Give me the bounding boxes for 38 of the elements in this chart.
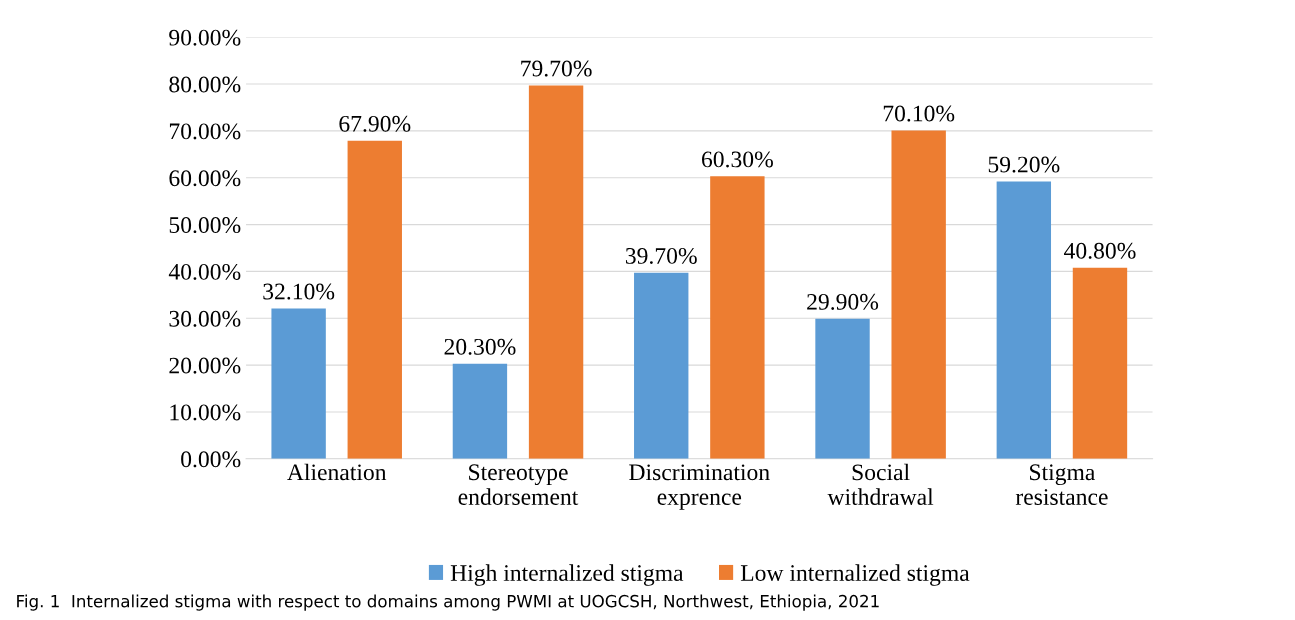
y-tick-label: 0.00% (181, 451, 241, 468)
bar (452, 363, 508, 459)
bar (815, 318, 870, 459)
data-label: 60.30% (701, 151, 773, 168)
y-tick-label: 40.00% (168, 263, 241, 280)
data-label: 32.10% (263, 283, 335, 300)
caption: Fig. 1 Internalized stigma with respect to domains among PWMI at UOGCSH, Northwest, Ethiopia, 2021 (17, 594, 879, 611)
data-label: 20.30% (444, 338, 516, 355)
bar (271, 308, 326, 459)
y-tick-label: 70.00% (169, 123, 241, 140)
data-label: 39.70% (625, 247, 697, 264)
bar (347, 140, 402, 459)
data-label: 40.80% (1064, 242, 1136, 259)
data-label: 59.20% (988, 156, 1060, 173)
y-tick-label: 60.00% (169, 170, 241, 187)
bar (634, 272, 689, 459)
x-tick-label: Stereotype endorsement (458, 464, 579, 505)
bar (1072, 267, 1128, 459)
bar (891, 130, 946, 459)
bar (996, 181, 1052, 459)
legend-label: High internalized stigma (450, 564, 684, 586)
y-tick-label: 30.00% (169, 310, 241, 327)
x-tick-label: Stigma resistance (1015, 464, 1108, 505)
data-label: 67.90% (339, 115, 411, 132)
x-tick-label: Alienation (287, 463, 387, 481)
y-tick-label: 90.00% (169, 29, 241, 46)
x-tick-label: Discrimination exprence (629, 464, 770, 510)
data-label: 70.10% (883, 105, 955, 122)
bar (710, 176, 765, 459)
data-label: 29.90% (807, 293, 879, 310)
bar (528, 85, 584, 459)
y-tick-label: 80.00% (169, 76, 241, 93)
y-tick-label: 50.00% (169, 217, 241, 234)
x-tick-label: Social withdrawal (827, 463, 934, 505)
legend-label: Low internalized stigma (740, 564, 970, 586)
y-tick-label: 20.00% (169, 357, 241, 374)
data-label: 79.70% (521, 60, 592, 77)
y-tick-label: 10.00% (170, 404, 241, 421)
